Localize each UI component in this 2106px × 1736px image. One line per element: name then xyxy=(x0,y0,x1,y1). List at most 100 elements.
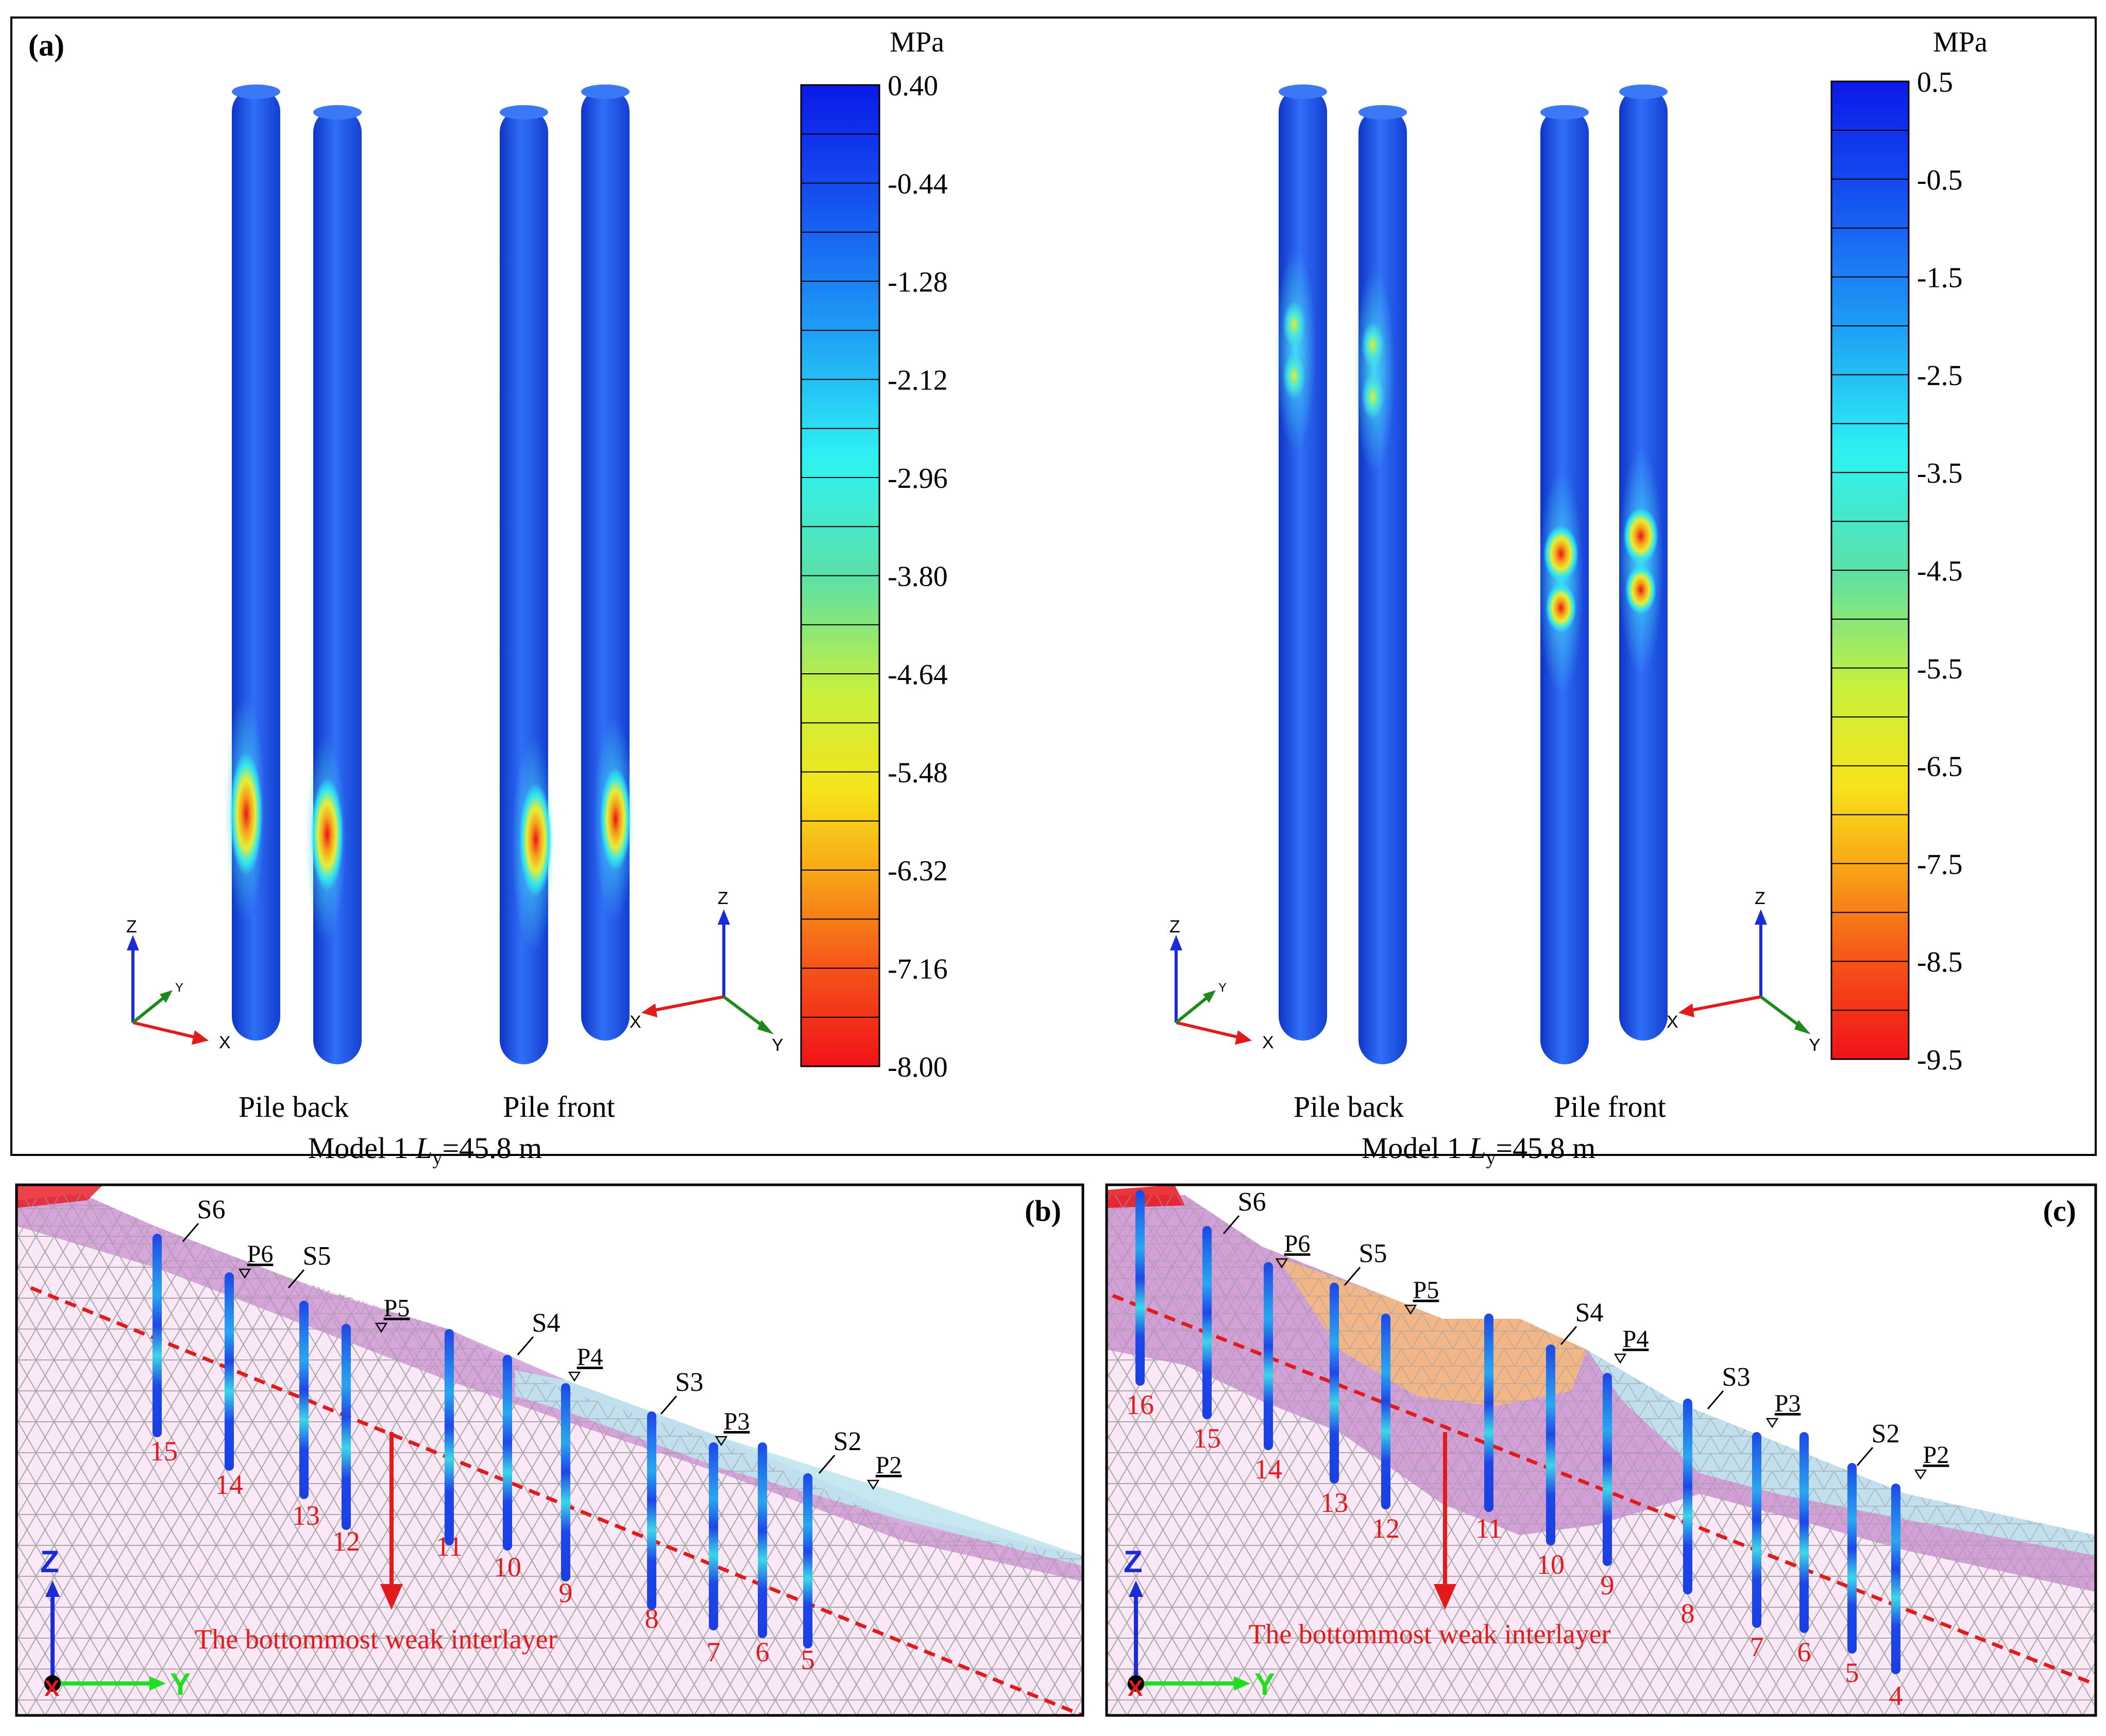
panel-c-point-label: P3 xyxy=(1775,1390,1801,1417)
panel-b-pile xyxy=(758,1442,767,1638)
left-colorbar: MPa 0.40 -0.44 -1.28 -2.12 -2.96 -3.80 -4.64 -5… xyxy=(800,26,948,1083)
panel-c-pile xyxy=(1381,1314,1390,1509)
right-caption-pile-back: Pile back xyxy=(1294,1090,1404,1124)
panel-b-pile xyxy=(709,1442,718,1630)
panel-b-point-label: P3 xyxy=(724,1408,750,1435)
panel-c-point-marker xyxy=(1404,1304,1417,1315)
panel-c-section-leader xyxy=(1560,1326,1577,1345)
left-axis-z-back: Z xyxy=(126,917,137,937)
left-axes-triad-back: Z Y X xyxy=(126,917,231,1052)
pile-back-left-2 xyxy=(305,105,362,1064)
panel-c-section-leader xyxy=(1856,1447,1874,1466)
panel-c-point-marker xyxy=(1275,1258,1288,1269)
panel-b-section-leader xyxy=(517,1336,534,1355)
pile-back-right-2 xyxy=(1354,105,1407,1064)
panel-c-section-label: S2 xyxy=(1872,1419,1900,1449)
panel-c-pile xyxy=(1264,1262,1273,1450)
panel-b-section-leader xyxy=(182,1223,199,1242)
panel-b-pile-number: 15 xyxy=(150,1436,178,1467)
panel-b-pile-number: 12 xyxy=(332,1526,360,1557)
panel-b-pile xyxy=(647,1411,656,1610)
panel-b-section-label: S5 xyxy=(303,1241,331,1271)
panel-c-pile xyxy=(1603,1373,1612,1566)
right-colorbar-tick-label: -2.5 xyxy=(1917,360,1963,392)
right-axis-y-back: Y xyxy=(1218,981,1227,995)
panel-b-pile xyxy=(225,1272,234,1471)
panel-b-point-label: P4 xyxy=(577,1343,603,1371)
panel-c-pile xyxy=(1799,1432,1809,1633)
right-axis-x-back: X xyxy=(1262,1033,1274,1052)
panel-c-pile xyxy=(1330,1283,1339,1484)
pile-front-right-2 xyxy=(1618,84,1668,1041)
left-colorbar-tick-label: -2.96 xyxy=(888,463,948,495)
right-axis-z-back: Z xyxy=(1169,917,1180,937)
left-pile-group xyxy=(224,84,635,1064)
right-axis-z-front: Z xyxy=(1755,889,1765,908)
left-colorbar-tick-label: -4.64 xyxy=(888,659,948,691)
panel-c-pile-number: 13 xyxy=(1320,1487,1348,1518)
panel-c-point-marker xyxy=(1914,1469,1927,1480)
panel-c: (c) 16 15 14 13 12 11 10 9 8 7 6 54 S6 S5 S4 S3 S2 P6 P5… xyxy=(1105,1183,2097,1717)
panel-c-pile-number: 4 xyxy=(1889,1680,1903,1711)
panel-b-label: (b) xyxy=(1025,1194,1061,1228)
panel-c-pile xyxy=(1484,1314,1493,1512)
panel-c-pile-number: 8 xyxy=(1681,1598,1695,1629)
left-colorbar-tick-label: -0.44 xyxy=(888,168,948,200)
right-colorbar: MPa 0.5 -0.5 -1.5 -2.5 -3.5 -4.5 -5.5 -6.5 -7.5 -… xyxy=(1830,26,1988,1076)
panel-c-section-leader xyxy=(1707,1390,1724,1409)
pile-front-left-2 xyxy=(581,84,635,1041)
right-axis-x-front: X xyxy=(1667,1012,1678,1032)
panel-c-point-marker xyxy=(1765,1418,1779,1428)
panel-b-pile xyxy=(445,1329,454,1545)
right-colorbar-tick-label: -5.5 xyxy=(1917,653,1963,685)
panel-c-pile-number: 10 xyxy=(1537,1549,1565,1580)
panel-c-pile-number: 14 xyxy=(1254,1454,1282,1485)
panel-b-axis-x: X xyxy=(44,1676,59,1701)
right-colorbar-tick-label: -8.5 xyxy=(1917,946,1963,978)
left-axis-y-front: Y xyxy=(772,1035,784,1055)
panel-b-pile xyxy=(503,1355,512,1551)
right-model-caption: Model 1 Ly=45.8 m xyxy=(1362,1131,1596,1169)
panel-b-section-label: S6 xyxy=(197,1195,226,1224)
left-axis-z-front: Z xyxy=(718,889,728,908)
panel-c-point-label: P5 xyxy=(1413,1277,1439,1304)
left-colorbar-tick-label: -8.00 xyxy=(888,1051,948,1083)
panel-c-pile xyxy=(1135,1190,1145,1386)
left-colorbar-tick-label: -6.32 xyxy=(888,855,948,887)
right-axes-triad-back: Z Y X xyxy=(1169,917,1274,1052)
right-colorbar-tick-label: -1.5 xyxy=(1917,262,1963,294)
panel-b-pile-number: 7 xyxy=(707,1637,721,1667)
left-model-caption: Model 1 Ly=45.8 m xyxy=(308,1131,542,1169)
panel-b-pile xyxy=(342,1324,351,1530)
panel-c-label: (c) xyxy=(2043,1194,2076,1228)
panel-c-pile-number: 11 xyxy=(1475,1513,1502,1544)
panel-c-axis-y: Y xyxy=(1254,1667,1275,1701)
panel-c-pile xyxy=(1891,1484,1900,1674)
pile-back-right-1 xyxy=(1275,84,1327,1041)
panel-b-pile-number: 5 xyxy=(801,1644,815,1675)
right-caption-pile-front: Pile front xyxy=(1554,1090,1666,1124)
panel-b-point-marker xyxy=(375,1322,388,1333)
panel-b-section-label: S2 xyxy=(834,1427,862,1456)
right-colorbar-tick-label: -6.5 xyxy=(1917,751,1963,783)
panel-b-section-leader xyxy=(287,1269,305,1288)
panel-a-frame xyxy=(10,16,2097,1156)
panel-b-point-label: P2 xyxy=(876,1452,902,1479)
panel-b-point-marker xyxy=(715,1436,728,1446)
left-axis-y-back: Y xyxy=(175,981,183,995)
panel-b-pile-number: 8 xyxy=(645,1603,659,1634)
panel-c-pile xyxy=(1202,1226,1212,1419)
panel-c-pile xyxy=(1546,1344,1555,1545)
panel-b-point-marker xyxy=(238,1268,251,1279)
panel-b-point-label: P5 xyxy=(384,1295,410,1322)
right-colorbar-tick-label: -4.5 xyxy=(1917,555,1963,587)
panel-c-point-marker xyxy=(1614,1353,1627,1364)
panel-b-pile xyxy=(299,1301,309,1499)
panel-c-section-label: S4 xyxy=(1575,1298,1604,1327)
panel-c-point-label: P4 xyxy=(1623,1325,1649,1353)
left-colorbar-tick-label: -7.16 xyxy=(888,954,948,985)
left-caption-pile-front: Pile front xyxy=(503,1090,615,1124)
right-colorbar-tick-label: -9.5 xyxy=(1917,1044,1963,1076)
panel-b-pile-number: 6 xyxy=(756,1637,770,1667)
